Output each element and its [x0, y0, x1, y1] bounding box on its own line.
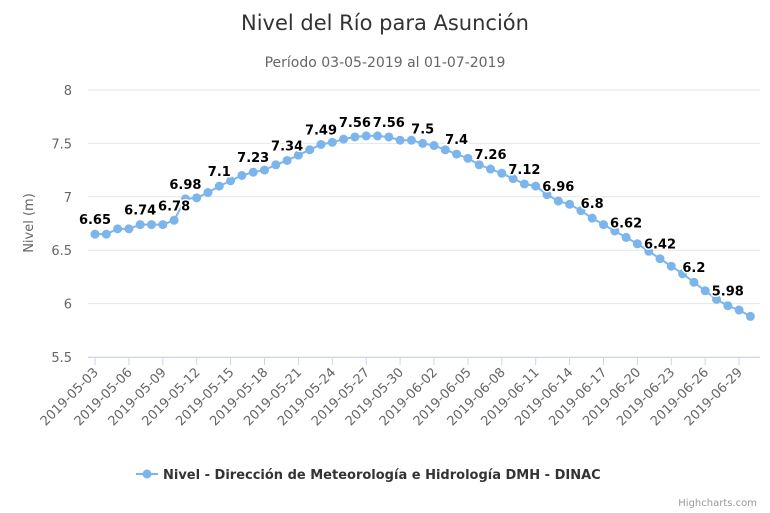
data-point[interactable] — [463, 153, 473, 163]
data-label: 6.2 — [682, 261, 705, 276]
data-point[interactable] — [395, 135, 405, 145]
data-label: 6.65 — [79, 213, 111, 228]
data-label: 7.34 — [271, 139, 303, 154]
data-point[interactable] — [553, 196, 563, 206]
data-point[interactable] — [90, 229, 100, 239]
data-point[interactable] — [169, 215, 179, 225]
y-tick-label: 7 — [64, 191, 72, 206]
data-point[interactable] — [587, 213, 597, 223]
data-label: 6.62 — [610, 216, 642, 231]
data-point[interactable] — [745, 311, 755, 321]
data-point[interactable] — [644, 246, 654, 256]
data-label: 7.49 — [305, 123, 337, 138]
data-point[interactable] — [237, 170, 247, 180]
data-point[interactable] — [203, 188, 213, 198]
data-point[interactable] — [316, 139, 326, 149]
data-label: 7.5 — [411, 122, 434, 137]
data-point[interactable] — [440, 145, 450, 155]
data-point[interactable] — [361, 131, 371, 141]
data-point[interactable] — [418, 138, 428, 148]
credits-link[interactable]: Highcharts.com — [678, 498, 757, 509]
data-point[interactable] — [621, 232, 631, 242]
data-point[interactable] — [486, 164, 495, 174]
y-tick-label: 7.5 — [51, 137, 72, 152]
legend-marker-icon — [142, 469, 152, 479]
y-tick-label: 8 — [64, 84, 72, 99]
data-point[interactable] — [293, 150, 303, 160]
data-point[interactable] — [282, 155, 292, 165]
data-point[interactable] — [373, 131, 382, 141]
data-label: 7.12 — [508, 163, 540, 178]
data-point[interactable] — [565, 199, 575, 209]
data-label: 7.23 — [237, 151, 269, 166]
legend-label: Nivel - Dirección de Meteorología e Hidr… — [163, 468, 601, 483]
data-point[interactable] — [271, 160, 281, 170]
data-label: 7.56 — [339, 116, 371, 131]
data-point[interactable] — [339, 134, 349, 144]
data-point[interactable] — [113, 224, 123, 234]
data-label: 6.78 — [158, 199, 190, 214]
data-point[interactable] — [124, 224, 134, 234]
data-point[interactable] — [519, 179, 529, 189]
chart-title: Nivel del Río para Asunción — [241, 11, 529, 35]
data-point[interactable] — [723, 301, 733, 311]
data-point[interactable] — [508, 174, 518, 184]
y-axis-title: Nivel (m) — [22, 193, 37, 253]
data-point[interactable] — [406, 135, 416, 145]
data-point[interactable] — [542, 190, 552, 200]
data-label: 7.26 — [474, 148, 506, 163]
data-point[interactable] — [214, 181, 224, 191]
data-point[interactable] — [192, 193, 202, 203]
data-point[interactable] — [700, 286, 710, 296]
y-tick-label: 6.5 — [51, 244, 72, 259]
data-point[interactable] — [666, 261, 676, 271]
data-point[interactable] — [610, 226, 620, 236]
data-point[interactable] — [135, 220, 145, 230]
data-label: 7.1 — [208, 165, 231, 180]
data-point[interactable] — [305, 145, 315, 155]
chart-subtitle: Período 03-05-2019 al 01-07-2019 — [265, 55, 506, 71]
data-point[interactable] — [101, 229, 111, 239]
data-label: 7.56 — [373, 116, 405, 131]
data-label: 6.98 — [169, 178, 201, 193]
data-point[interactable] — [599, 220, 608, 230]
y-tick-label: 6 — [64, 298, 72, 313]
data-point[interactable] — [655, 254, 665, 264]
legend-item[interactable]: Nivel - Dirección de Meteorología e Hidr… — [136, 468, 601, 483]
data-point[interactable] — [180, 194, 190, 204]
data-point[interactable] — [158, 220, 168, 230]
data-point[interactable] — [497, 168, 507, 178]
data-label: 5.98 — [712, 285, 744, 300]
series-line — [95, 134, 751, 318]
data-point[interactable] — [576, 206, 586, 216]
data-point[interactable] — [429, 141, 439, 151]
data-point[interactable] — [712, 294, 721, 304]
data-label: 6.42 — [644, 238, 676, 253]
data-label: 6.8 — [581, 197, 604, 212]
data-point[interactable] — [327, 137, 337, 147]
data-point[interactable] — [734, 305, 744, 315]
data-point[interactable] — [678, 269, 688, 279]
data-point[interactable] — [350, 132, 360, 142]
data-point[interactable] — [260, 165, 269, 175]
data-point[interactable] — [531, 181, 541, 191]
data-point[interactable] — [474, 160, 484, 170]
data-label: 7.4 — [445, 133, 468, 148]
data-point[interactable] — [452, 149, 462, 159]
data-point[interactable] — [384, 132, 394, 142]
data-point[interactable] — [226, 176, 236, 186]
data-point[interactable] — [632, 239, 642, 249]
data-label: 6.96 — [542, 180, 574, 195]
data-point[interactable] — [248, 167, 258, 177]
y-tick-label: 5.5 — [51, 351, 72, 366]
data-point[interactable] — [147, 220, 156, 230]
data-label: 6.74 — [124, 204, 156, 219]
data-point[interactable] — [689, 277, 699, 287]
